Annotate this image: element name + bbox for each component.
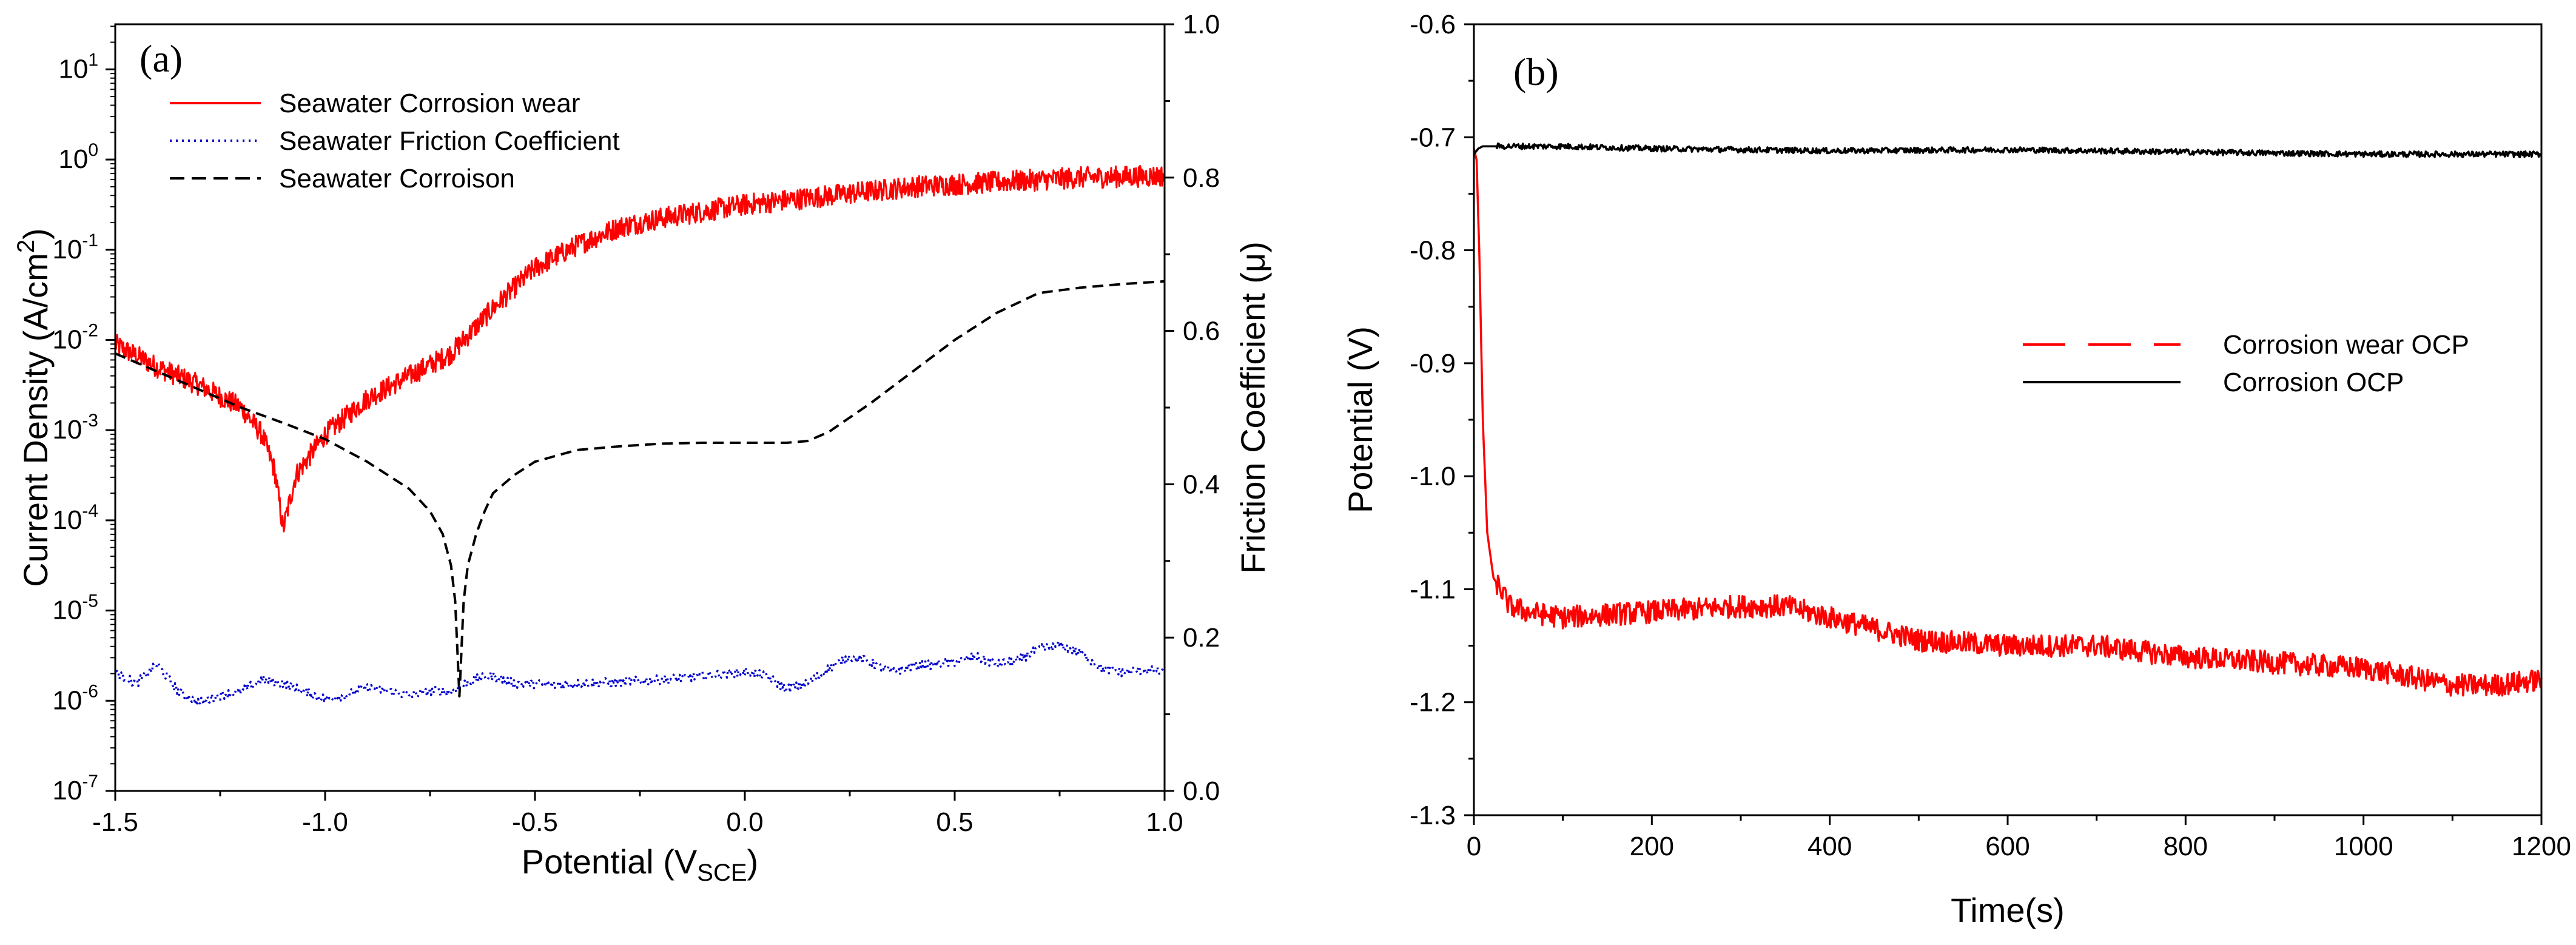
series-line-corrosion-ocp [1473,142,2543,158]
right-y-tick-label: 0.0 [1183,776,1220,806]
panel-a-label: (a) [140,37,183,80]
panel-b-ocp-chart: 0 200 400 600 800 1000 1200 -0.6 -0.7 -0.8 -0.9 -1… [1341,10,2571,929]
panel-a-left-y-ticks: 10-7 10-6 10-5 10-4 10-3 10-2 10-1 100 101 [52,25,115,805]
legend-label-corrosion-wear-ocp: Corrosion wear OCP [2223,330,2469,360]
panel-a-x-ticks: -1.5 -1.0 -0.5 0.0 0.5 1.0 [92,791,1183,837]
x-tick-label: 0.0 [726,807,763,837]
legend-item-friction-coefficient: Seawater Friction Coefficient [170,126,620,156]
panel-b-label: (b) [1513,50,1559,93]
panel-b-x-ticks: 0 200 400 600 800 1000 1200 [1467,815,2571,861]
right-y-tick-label: 0.8 [1183,163,1220,193]
legend-item-corrosion-wear: Seawater Corrosion wear [170,89,580,118]
panel-b-legend: Corrosion wear OCP Corrosion OCP [2023,330,2469,397]
x-tick-label: 0 [1467,832,1481,861]
right-y-tick-label: 0.6 [1183,317,1220,346]
y-tick-label: -1.1 [1410,574,1456,604]
y-tick-label: -0.6 [1410,10,1456,39]
y-tick-label: 100 [58,140,98,174]
panel-b-y-ticks: -0.6 -0.7 -0.8 -0.9 -1.0 -1.1 -1.2 -1.3 [1410,10,1474,830]
y-tick-label: 10-6 [52,681,98,715]
legend-item-corrosion-ocp: Corrosion OCP [2023,368,2404,397]
panel-a-x-axis-title: Potential (VSCE) [522,842,758,886]
legend-label-friction-coefficient: Seawater Friction Coefficient [279,126,620,156]
panel-a-current-density-chart: -1.5 -1.0 -0.5 0.0 0.5 1.0 10-710-610-510-410… [13,10,1272,886]
y-tick-label: -0.9 [1410,349,1456,378]
x-tick-label: 1000 [2334,832,2393,861]
panel-a-right-y-axis-title: Friction Coefficient (μ) [1234,241,1272,574]
y-tick-label: -0.7 [1410,123,1456,152]
panel-a-left-y-axis-title: Current Density (A/cm2) [13,228,55,587]
y-tick-label: -0.8 [1410,236,1456,266]
y-tick-label: 10-5 [52,591,98,625]
panel-b-x-axis-title: Time(s) [1951,891,2065,929]
x-tick-label: 200 [1630,832,1674,861]
legend-label-corrosion-ocp: Corrosion OCP [2223,368,2404,397]
y-tick-label: 10-2 [52,320,98,354]
panel-a-axes-frame [114,23,1166,792]
legend-label-corrosion-wear: Seawater Corrosion wear [279,89,580,118]
y-tick-label: -1.3 [1410,801,1456,830]
x-tick-label: 0.5 [936,807,973,837]
panel-a-plot-area [114,165,1166,707]
x-tick-label: 400 [1808,832,1852,861]
x-tick-label: 1.0 [1146,807,1183,837]
series-line-seawater-corrosion-wear [114,165,1165,533]
y-tick-label: 10-1 [52,230,98,264]
series-line-seawater-corroison [115,280,1165,698]
right-y-tick-label: 0.4 [1183,469,1220,499]
right-y-tick-label: 1.0 [1183,10,1220,39]
panel-b-y-axis-title: Potential (V) [1341,326,1379,513]
x-tick-label: 800 [2164,832,2208,861]
x-tick-label: -1.5 [92,807,138,837]
panel-a-right-y-ticks: 0.0 0.2 0.4 0.6 0.8 1.0 [1165,10,1220,806]
x-tick-label: -1.0 [302,807,348,837]
series-line-corrosion-wear-ocp [1473,148,2543,697]
y-tick-label: -1.0 [1410,462,1456,491]
x-tick-label: 1200 [2512,832,2571,861]
y-tick-label: 10-4 [52,501,98,535]
right-y-tick-label: 0.2 [1183,623,1220,653]
y-tick-label: -1.2 [1410,688,1456,718]
y-tick-label: 10-7 [52,772,98,805]
panel-a-legend: Seawater Corrosion wear Seawater Frictio… [170,89,620,193]
legend-item-corrosion: Seawater Corroison [170,164,515,193]
x-tick-label: 600 [1985,832,2030,861]
panel-b-plot-area [1473,142,2543,697]
panel-b-axes-frame [1473,23,2543,816]
legend-item-corrosion-wear-ocp: Corrosion wear OCP [2023,330,2469,360]
y-tick-label: 10-3 [52,411,98,445]
legend-label-corrosion: Seawater Corroison [279,164,515,193]
series-line-seawater-friction-coefficient [114,640,1166,707]
x-tick-label: -0.5 [512,807,558,837]
y-tick-label: 101 [58,50,98,84]
